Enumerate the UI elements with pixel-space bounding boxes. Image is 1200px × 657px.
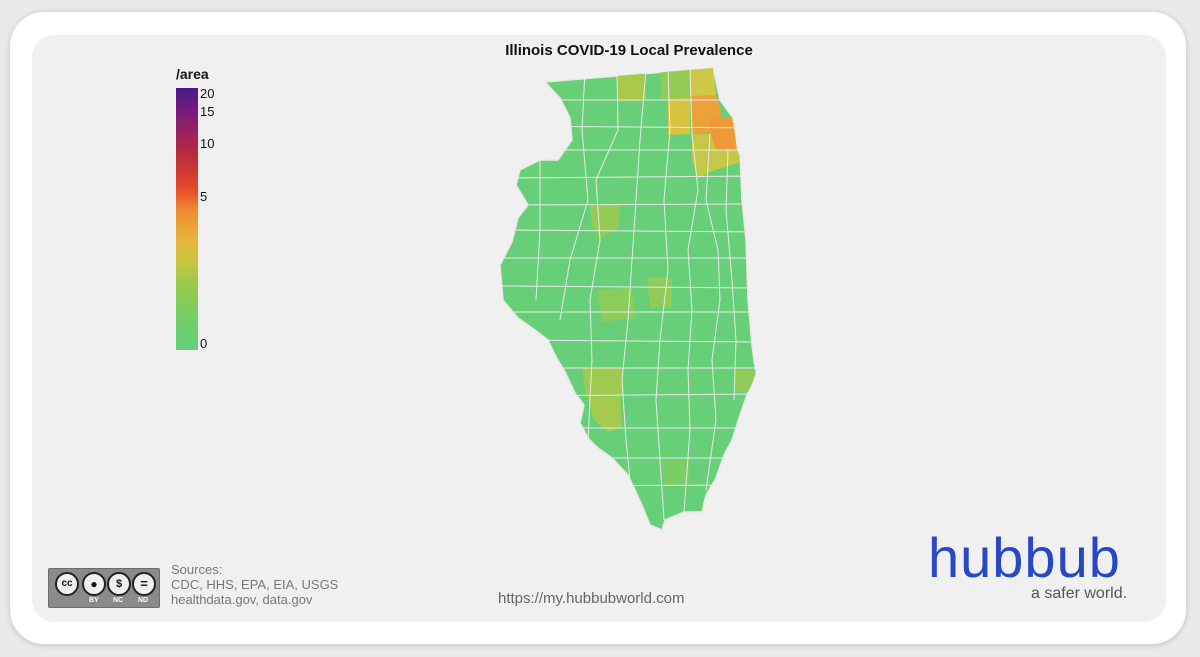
county-highlight: [588, 396, 622, 432]
county-highlight: [690, 95, 722, 134]
county-highlight: [597, 288, 636, 322]
county-highlight: [582, 368, 624, 398]
cc-license-badge: cc ● $ = BY NC ND: [48, 568, 160, 608]
county-highlight: [647, 277, 672, 308]
county-highlights: [582, 68, 756, 485]
cc-icon: cc: [55, 572, 79, 596]
legend-tick-0: 0: [200, 336, 208, 351]
county-highlight: [617, 71, 646, 102]
map-title: Illinois COVID-19 Local Prevalence: [505, 42, 753, 59]
legend-tick-15: 15: [200, 104, 215, 119]
county-highlight: [668, 98, 690, 135]
cc-label-by: BY: [89, 597, 99, 604]
sources-line-2: healthdata.gov, data.gov: [171, 592, 313, 607]
county-highlight: [690, 68, 716, 98]
legend-color-scale: [176, 88, 198, 350]
county-highlight: [590, 204, 620, 238]
county-highlight: [660, 69, 690, 99]
county-borders: [500, 69, 756, 521]
legend-title: /area: [176, 66, 209, 82]
county-highlight: [734, 370, 756, 392]
site-url[interactable]: https://my.hubbubworld.com: [498, 590, 685, 607]
brand-logo: hubbub: [928, 526, 1121, 589]
sources-heading: Sources:: [171, 562, 223, 577]
county-highlight: [662, 458, 690, 485]
legend-tick-5: 5: [200, 189, 208, 204]
legend-tick-10: 10: [200, 136, 215, 151]
noderivatives-icon: =: [132, 572, 156, 596]
cc-label-nc: NC: [113, 597, 124, 604]
county-highlight: [710, 117, 738, 152]
cc-label-nd: ND: [138, 597, 149, 604]
brand-tagline: a safer world.: [1031, 585, 1128, 602]
by-attribution-icon: ●: [82, 572, 106, 596]
noncommercial-icon: $: [107, 572, 131, 596]
county-highlight: [692, 134, 740, 178]
legend-tick-20: 20: [200, 86, 215, 101]
sources-block: Sources: CDC, HHS, EPA, EIA, USGS health…: [171, 562, 338, 607]
sources-line-1: CDC, HHS, EPA, EIA, USGS: [171, 577, 339, 592]
